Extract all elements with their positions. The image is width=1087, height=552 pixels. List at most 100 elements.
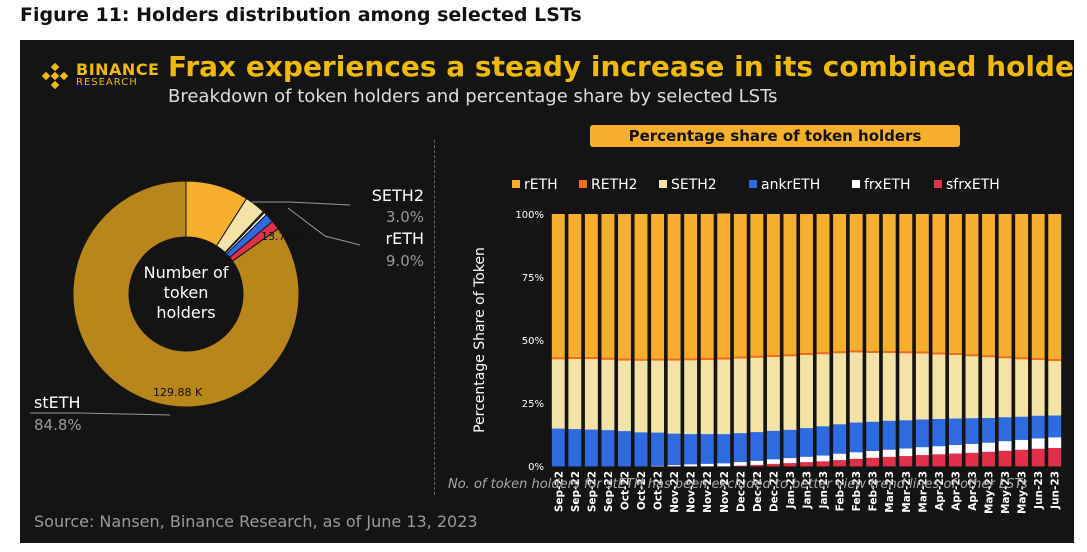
bar-segment-seth2	[684, 359, 698, 435]
x-tick-label: Nov-22	[719, 471, 731, 513]
bar-segment-reth2	[833, 350, 847, 354]
bar-segment-ankreth	[915, 419, 929, 448]
x-tick-label: Feb-23	[851, 471, 863, 511]
bar-segment-ankreth	[584, 429, 598, 467]
bar-chart-title: Percentage share of token holders	[629, 127, 922, 145]
bar-segment-reth2	[1015, 356, 1029, 360]
bar-segment-frxeth	[667, 464, 681, 467]
bar-segment-seth2	[899, 352, 913, 421]
bar-segment-seth2	[882, 352, 896, 421]
bar-segment-ankreth	[1015, 416, 1029, 440]
bar-segment-ankreth	[700, 433, 714, 464]
bar-segment-reth	[766, 214, 780, 356]
bar-segment-reth	[750, 214, 764, 356]
reth-leader-line	[287, 207, 361, 246]
x-tick-label: Sep-22	[570, 471, 582, 512]
bar-segment-reth	[651, 214, 665, 359]
bar-segment-reth2	[551, 356, 565, 360]
bar-segment-reth2	[700, 357, 714, 361]
bar-segment-seth2	[766, 356, 780, 431]
bar-segment-sfrxeth	[766, 463, 780, 467]
binance-diamond-icon	[42, 63, 68, 89]
bar-segment-sfrxeth	[800, 461, 813, 467]
bar-segment-frxeth	[833, 453, 847, 461]
bar-segment-reth2	[866, 350, 880, 353]
bar-segment-sfrxeth	[866, 457, 880, 467]
bar-segment-reth	[667, 214, 681, 359]
bar-segment-reth2	[915, 351, 929, 354]
bar-segment-reth2	[899, 350, 913, 354]
bar-segment-ankreth	[899, 419, 913, 449]
bar-segment-reth2	[783, 353, 797, 357]
bar-segment-ankreth	[717, 433, 731, 464]
x-tick-label: May-23	[1000, 471, 1012, 514]
bar-segment-seth2	[998, 357, 1012, 418]
legend-swatch-seth2	[659, 180, 667, 188]
bar-segment-ankreth	[800, 427, 813, 457]
bar-segment-reth2	[750, 355, 764, 358]
bar-segment-reth2	[1031, 357, 1045, 361]
x-tick-label: Nov-22	[702, 471, 714, 513]
bar-segment-reth2	[667, 358, 681, 361]
y-tick-label: 75%	[522, 273, 544, 284]
bar-segment-sfrxeth	[733, 465, 747, 467]
bar-segment-ankreth	[1031, 415, 1045, 439]
legend-label-ankreth: ankrETH	[761, 177, 820, 193]
bar-segment-reth	[800, 214, 813, 353]
bar-segment-ankreth	[684, 433, 698, 465]
logo-sub: RESEARCH	[76, 77, 138, 88]
donut-center-label: Number of	[144, 263, 229, 282]
bar-segment-ankreth	[998, 416, 1012, 442]
bar-segment-ankreth	[849, 422, 863, 453]
steth-name-label: stETH	[34, 393, 81, 412]
bar-segment-frxeth	[1031, 438, 1045, 449]
steth-percent-label: 84.8%	[34, 416, 82, 434]
bar-segment-reth2	[651, 358, 665, 361]
bar-segment-seth2	[1015, 358, 1029, 417]
bar-chart-title-bg	[590, 125, 960, 147]
bar-segment-frxeth	[866, 450, 880, 458]
x-tick-label: Nov-22	[669, 471, 681, 513]
bar-segment-reth	[1048, 214, 1062, 360]
bar-segment-ankreth	[667, 433, 681, 466]
y-axis-label: Percentage Share of Token	[472, 247, 488, 433]
bar-segment-frxeth	[750, 460, 764, 465]
legend-label-frxeth: frxETH	[864, 177, 911, 193]
bar-segment-seth2	[651, 360, 665, 433]
bar-segment-frxeth	[700, 463, 714, 467]
bar-segment-frxeth	[800, 456, 813, 463]
x-tick-label: Feb-23	[835, 471, 847, 511]
bar-segment-reth2	[601, 357, 615, 360]
bar-segment-frxeth	[998, 440, 1012, 451]
bar-segment-reth2	[733, 356, 747, 359]
bar-segment-sfrxeth	[998, 450, 1012, 467]
bar-segment-frxeth	[651, 465, 665, 467]
x-tick-label: Nov-22	[686, 471, 698, 513]
source-note: Source: Nansen, Binance Research, as of …	[34, 512, 478, 531]
bar-segment-seth2	[816, 353, 830, 427]
legend-label-reth2: RETH2	[591, 177, 638, 193]
bar-segment-seth2	[551, 358, 565, 429]
x-tick-label: Mar-23	[884, 471, 896, 513]
x-tick-label: Jun-23	[1050, 471, 1062, 510]
bar-segment-seth2	[733, 358, 747, 434]
bar-segment-reth2	[568, 356, 582, 360]
bar-segment-reth2	[717, 357, 731, 360]
bar-segment-sfrxeth	[849, 458, 863, 467]
x-tick-label: Jan-23	[785, 471, 797, 509]
bar-segment-frxeth	[849, 451, 863, 459]
x-tick-label: Sep-22	[553, 471, 565, 512]
bar-segment-reth2	[882, 350, 896, 353]
bar-segment-seth2	[618, 360, 631, 432]
bar-segment-ankreth	[651, 432, 665, 466]
bar-segment-sfrxeth	[882, 456, 896, 467]
bar-segment-reth	[1015, 214, 1029, 358]
bar-segment-ankreth	[750, 431, 764, 461]
bar-segment-reth2	[800, 352, 813, 356]
bar-segment-frxeth	[948, 444, 962, 454]
bar-segment-sfrxeth	[932, 453, 946, 467]
y-tick-label: 100%	[515, 210, 544, 221]
bar-segment-ankreth	[932, 418, 946, 447]
seth2-percent-label: 3.0%	[386, 208, 424, 226]
bar-segment-reth	[866, 214, 880, 351]
